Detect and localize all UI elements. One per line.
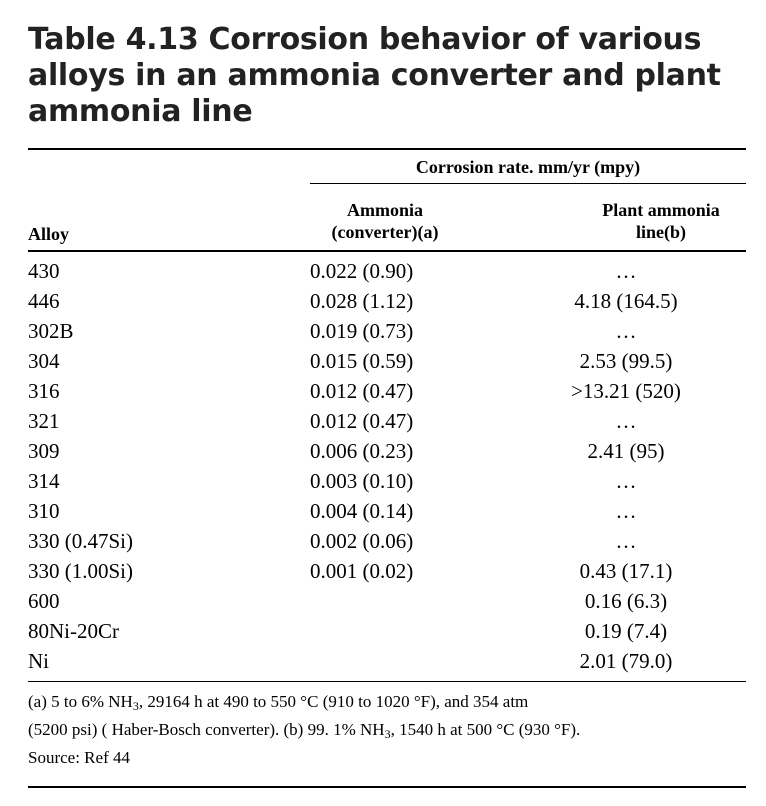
converter-rate-cell: 0.015 (0.59) <box>310 349 414 373</box>
plant-line-header-line-2: line(b) <box>635 222 686 242</box>
converter-rate-cell: 0.001 (0.02) <box>310 559 414 583</box>
bottom-rule <box>28 786 746 788</box>
plant-line-rate-cell: 2.01 (79.0) <box>579 649 673 673</box>
plant-line-rate-cell: 0.19 (7.4) <box>584 619 668 643</box>
converter-column-header: Ammonia (converter)(a) <box>310 199 460 243</box>
plant-line-rate-cell: … <box>615 529 637 553</box>
body-bottom-rule <box>28 681 746 682</box>
footnote-source: Source: Ref 44 <box>28 748 130 767</box>
footnote-line-2: (5200 psi) ( Haber-Bosch converter). (b)… <box>28 720 581 741</box>
plant-line-rate-cell: 0.43 (17.1) <box>579 559 673 583</box>
plant-line-rate-cell: … <box>615 469 637 493</box>
converter-rate-cell: 0.003 (0.10) <box>310 469 414 493</box>
converter-rate-cell: 0.002 (0.06) <box>310 529 414 553</box>
table-title: Table 4.13 Corrosion behavior of various… <box>28 22 721 129</box>
alloy-cell: 309 <box>28 439 60 463</box>
plant-line-rate-cell: … <box>615 499 637 523</box>
top-rule <box>28 148 746 150</box>
alloy-cell: 321 <box>28 409 60 433</box>
alloy-cell: 316 <box>28 379 60 403</box>
alloy-cell: 310 <box>28 499 60 523</box>
table-footnote: (a) 5 to 6% NH3, 29164 h at 490 to 550 °… <box>28 690 750 770</box>
footnote-line-1: (a) 5 to 6% NH3, 29164 h at 490 to 550 °… <box>28 692 529 713</box>
converter-rate-cell: 0.012 (0.47) <box>310 379 414 403</box>
alloy-cell: 80Ni-20Cr <box>28 619 119 643</box>
group-header-rule <box>310 183 746 184</box>
alloy-cell: 600 <box>28 589 60 613</box>
plant-line-rate-cell: 2.41 (95) <box>587 439 665 463</box>
plant-line-rate-cell: 0.16 (6.3) <box>584 589 668 613</box>
plant-line-rate-cell: … <box>615 259 637 283</box>
plant-line-rate-cell: 2.53 (99.5) <box>579 349 673 373</box>
plant-line-column-header: Plant ammonia line(b) <box>576 199 746 243</box>
plant-line-rate-cell: … <box>615 319 637 343</box>
converter-header-line-2: (converter)(a) <box>331 222 439 242</box>
plant-line-rate-cell: 4.18 (164.5) <box>574 289 678 313</box>
alloy-cell: 446 <box>28 289 60 313</box>
alloy-cell: 330 (1.00Si) <box>28 559 133 583</box>
converter-rate-cell: 0.006 (0.23) <box>310 439 414 463</box>
converter-rate-cell: 0.012 (0.47) <box>310 409 414 433</box>
converter-rate-cell: 0.028 (1.12) <box>310 289 414 313</box>
alloy-cell: Ni <box>28 649 49 673</box>
alloy-cell: 330 (0.47Si) <box>28 529 133 553</box>
converter-rate-cell: 0.004 (0.14) <box>310 499 414 523</box>
alloy-cell: 302B <box>28 319 74 343</box>
corrosion-rate-group-header: Corrosion rate. mm/yr (mpy) <box>415 157 641 177</box>
header-rule <box>28 250 746 252</box>
plant-line-rate-cell: >13.21 (520) <box>571 379 681 403</box>
alloy-cell: 314 <box>28 469 60 493</box>
plant-line-header-line-1: Plant ammonia <box>602 200 720 220</box>
converter-header-line-1: Ammonia <box>347 200 423 220</box>
alloy-cell: 304 <box>28 349 60 373</box>
alloy-column-header: Alloy <box>28 224 70 244</box>
converter-rate-cell: 0.022 (0.90) <box>310 259 414 283</box>
plant-line-rate-cell: … <box>615 409 637 433</box>
alloy-cell: 430 <box>28 259 60 283</box>
converter-rate-cell: 0.019 (0.73) <box>310 319 414 343</box>
